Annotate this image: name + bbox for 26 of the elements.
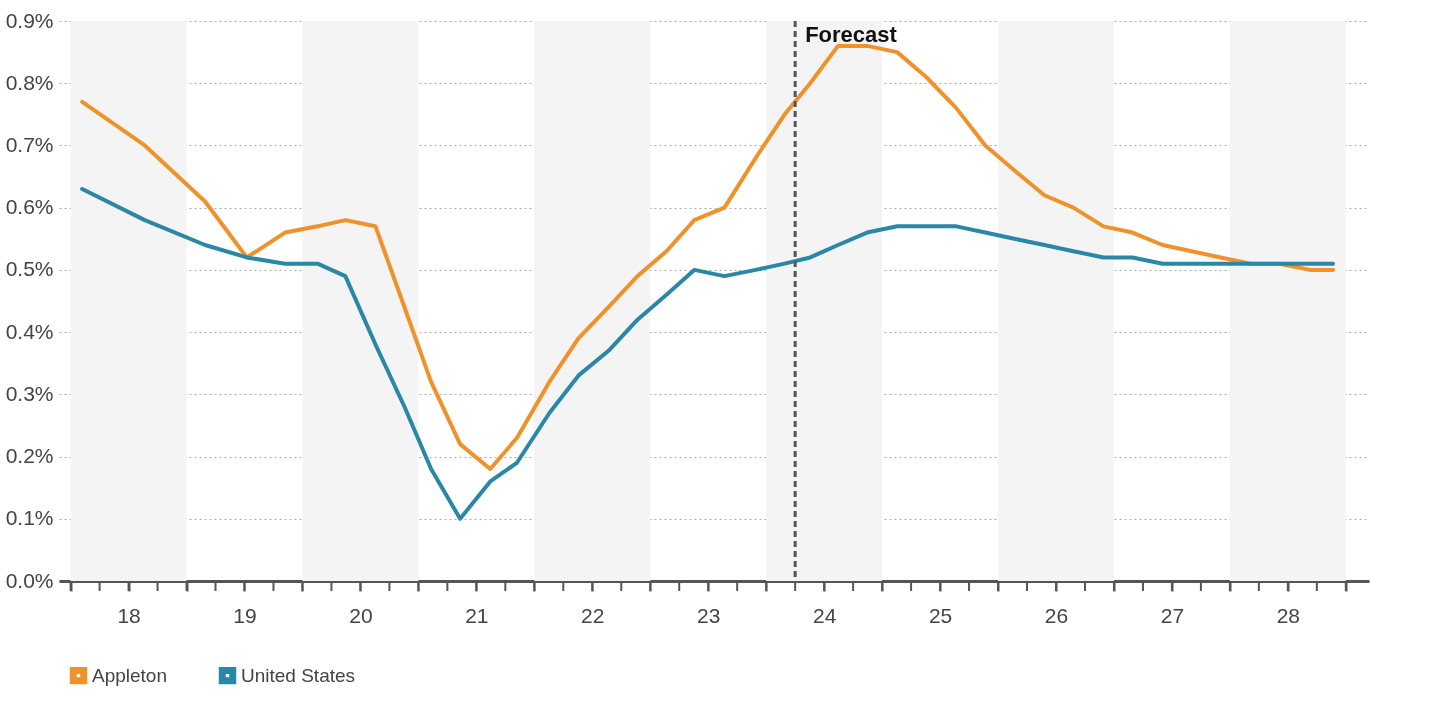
ref-line-label: Forecast	[805, 22, 898, 47]
y-tick-label: 0.6%	[5, 195, 54, 219]
y-tick-label: 0.8%	[5, 70, 54, 94]
x-tick-label: 21	[465, 603, 489, 627]
x-tick-label: 19	[233, 603, 257, 627]
y-tick-label: 0.7%	[5, 132, 54, 156]
y-tick-label: 0.1%	[5, 506, 54, 530]
y-tick-label: 0.9%	[5, 8, 54, 32]
y-tick-label: 0.3%	[5, 381, 54, 405]
x-tick-label: 23	[697, 603, 721, 627]
y-tick-label: 0.2%	[5, 444, 54, 468]
x-tick-label: 18	[117, 603, 141, 627]
x-tick-label: 22	[581, 603, 605, 627]
line-series	[80, 187, 1336, 521]
x-tick-label: 20	[349, 603, 373, 627]
x-tick-label: 27	[1160, 603, 1185, 627]
legend-label: United States	[241, 664, 356, 686]
x-tick-label: 26	[1044, 603, 1069, 627]
x-tick-label: 28	[1276, 603, 1301, 627]
x-tick-label: 25	[928, 603, 953, 627]
y-tick-label: 0.0%	[5, 568, 54, 592]
x-tick-label: 24	[812, 603, 837, 627]
legend-label: Appleton	[92, 664, 168, 686]
y-tick-label: 0.4%	[5, 319, 54, 343]
y-tick-label: 0.5%	[5, 257, 54, 281]
line-series	[80, 43, 1336, 471]
